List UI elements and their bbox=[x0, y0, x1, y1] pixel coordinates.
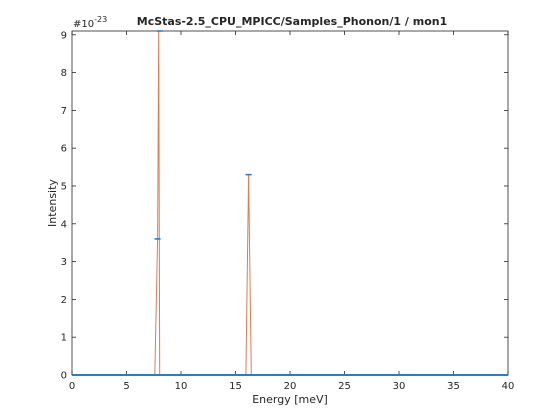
error-marks bbox=[154, 30, 252, 240]
y-tick-label: 2 bbox=[61, 295, 67, 306]
y-tick-label: 0 bbox=[61, 371, 67, 382]
y-tick-label: 8 bbox=[61, 68, 67, 79]
x-tick-label: 10 bbox=[175, 381, 188, 392]
x-tick-label: 5 bbox=[123, 381, 129, 392]
y-tick-label: 6 bbox=[61, 144, 67, 155]
y-tick-label: 9 bbox=[61, 30, 67, 41]
x-tick-label: 30 bbox=[393, 381, 406, 392]
x-tick-label: 0 bbox=[69, 381, 75, 392]
y-tick-label: 1 bbox=[61, 333, 67, 344]
y-exponent-label: #10-23 bbox=[73, 15, 107, 30]
x-tick-label: 20 bbox=[284, 381, 297, 392]
svg-text:#10-23: #10-23 bbox=[73, 15, 107, 30]
y-tick-label: 5 bbox=[61, 181, 67, 192]
x-tick-label: 35 bbox=[447, 381, 460, 392]
y-tick-label: 3 bbox=[61, 257, 67, 268]
y-tick-label: 7 bbox=[61, 106, 67, 117]
y-exponent-power: -23 bbox=[94, 15, 107, 24]
x-tick-label: 15 bbox=[229, 381, 242, 392]
plot-area bbox=[71, 30, 509, 376]
chart-title: McStas-2.5_CPU_MPICC/Samples_Phonon/1 / … bbox=[137, 15, 447, 28]
x-axis-label: Energy [meV] bbox=[252, 393, 328, 406]
y-axis: 0 1 2 3 4 5 6 7 8 9 bbox=[61, 30, 508, 382]
x-tick-label: 40 bbox=[502, 381, 515, 392]
y-tick-label: 4 bbox=[61, 219, 67, 230]
x-axis: 0 5 10 15 20 25 30 35 40 bbox=[69, 31, 515, 392]
y-exponent-base: #10 bbox=[73, 19, 94, 30]
y-axis-label: Intensity bbox=[46, 179, 59, 227]
x-tick-label: 25 bbox=[338, 381, 351, 392]
